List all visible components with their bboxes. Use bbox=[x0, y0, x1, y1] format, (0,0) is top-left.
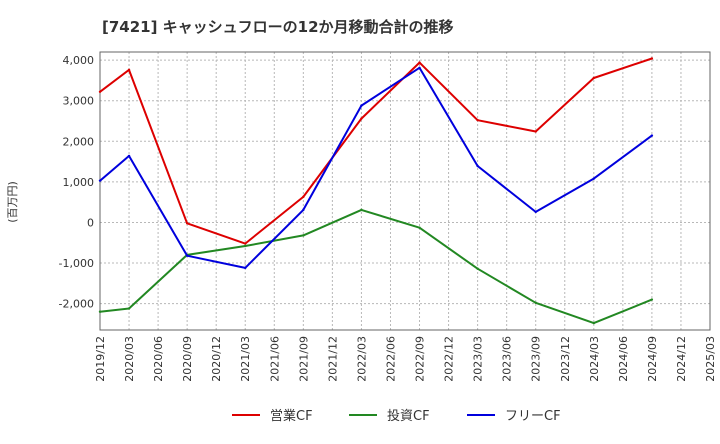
data-point bbox=[476, 267, 479, 270]
x-tick-label: 2024/09 bbox=[646, 336, 659, 382]
data-point bbox=[534, 210, 537, 214]
data-point bbox=[244, 242, 247, 245]
x-tick-label: 2020/12 bbox=[210, 336, 223, 382]
data-point bbox=[302, 208, 305, 212]
x-tick-label: 2025/03 bbox=[704, 336, 717, 382]
data-point bbox=[244, 244, 247, 248]
y-tick-label: 2,000 bbox=[63, 135, 95, 148]
y-tick-label: 3,000 bbox=[63, 95, 95, 108]
data-point bbox=[302, 195, 305, 199]
x-tick-label: 2020/06 bbox=[152, 336, 165, 382]
x-tick-label: 2023/03 bbox=[472, 336, 485, 382]
x-tick-label: 2022/09 bbox=[414, 336, 427, 382]
y-axis-label: (百万円) bbox=[6, 181, 19, 223]
x-tick-label: 2024/12 bbox=[675, 336, 688, 382]
x-tick-label: 2021/12 bbox=[326, 336, 339, 382]
y-tick-label: -1,000 bbox=[59, 257, 94, 270]
data-point bbox=[592, 177, 596, 180]
data-point bbox=[127, 307, 131, 310]
data-point bbox=[592, 76, 596, 80]
y-tick-label: -2,000 bbox=[59, 298, 94, 311]
data-point bbox=[185, 254, 189, 257]
data-point bbox=[244, 266, 247, 270]
x-tick-label: 2023/12 bbox=[559, 336, 572, 382]
plot-frame bbox=[99, 51, 711, 331]
data-point bbox=[534, 130, 537, 133]
x-tick-label: 2023/06 bbox=[501, 336, 514, 382]
x-tick-label: 2022/06 bbox=[384, 336, 397, 382]
y-tick-label: 4,000 bbox=[63, 54, 95, 67]
data-point bbox=[476, 118, 479, 122]
data-point bbox=[127, 68, 131, 72]
x-tick-label: 2024/03 bbox=[588, 336, 601, 382]
data-point bbox=[418, 66, 421, 70]
data-point bbox=[360, 104, 363, 107]
x-tick-label: 2022/12 bbox=[443, 336, 456, 382]
data-point bbox=[185, 222, 189, 225]
data-point bbox=[360, 117, 363, 120]
legend: 営業CF 投資CF フリーCF bbox=[232, 408, 561, 424]
data-point bbox=[127, 154, 131, 158]
data-point bbox=[418, 226, 421, 229]
data-point bbox=[98, 179, 102, 182]
data-point bbox=[650, 134, 654, 137]
x-tick-label: 2019/12 bbox=[94, 336, 107, 382]
series-line-1 bbox=[99, 57, 653, 245]
x-tick-label: 2020/03 bbox=[123, 336, 136, 382]
data-point bbox=[592, 321, 596, 325]
y-tick-label: 1,000 bbox=[63, 176, 95, 189]
data-point bbox=[476, 164, 479, 168]
data-point bbox=[302, 234, 305, 237]
series-layer bbox=[98, 57, 654, 325]
axis-layer: 4,000 3,000 2,000 1,000 0 -1,000 -2,000 2019/12… bbox=[59, 51, 717, 382]
x-tick-label: 2020/09 bbox=[181, 336, 194, 382]
x-tick-label: 2021/09 bbox=[297, 336, 310, 382]
x-tick-label: 2024/06 bbox=[617, 336, 630, 382]
grid-layer bbox=[99, 52, 711, 330]
legend-label: フリーCF bbox=[505, 409, 561, 424]
data-point bbox=[98, 90, 102, 93]
x-tick-label: 2021/03 bbox=[239, 336, 252, 382]
x-tick-label: 2022/03 bbox=[355, 336, 368, 382]
y-tick-label: 0 bbox=[87, 216, 94, 229]
chart-title: [7421] キャッシュフローの12か月移動合計の推移 bbox=[102, 18, 454, 36]
data-point bbox=[98, 310, 102, 313]
data-point bbox=[418, 61, 421, 64]
series-line-3 bbox=[99, 66, 653, 269]
data-point bbox=[534, 301, 537, 305]
data-point bbox=[650, 298, 654, 301]
data-point bbox=[360, 208, 363, 212]
data-point bbox=[650, 57, 654, 60]
x-tick-label: 2021/06 bbox=[268, 336, 281, 382]
legend-label: 投資CF bbox=[387, 408, 430, 424]
x-tick-label: 2023/09 bbox=[530, 336, 543, 382]
legend-label: 営業CF bbox=[270, 408, 313, 424]
series-line-2 bbox=[99, 208, 653, 325]
